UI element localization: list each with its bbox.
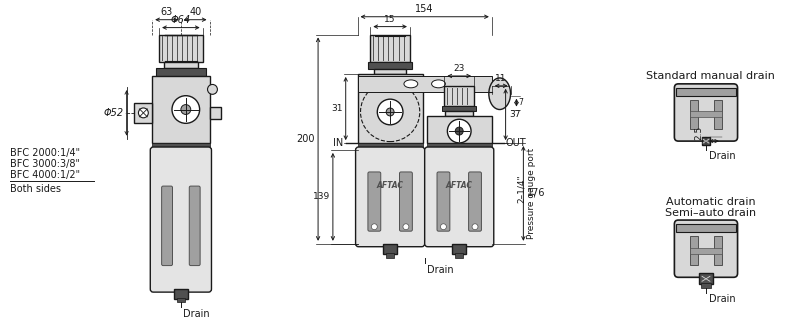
- Text: 176: 176: [527, 189, 546, 199]
- Bar: [455, 253, 463, 258]
- Bar: [702, 137, 710, 145]
- Bar: [426, 117, 492, 143]
- Text: OUT: OUT: [506, 138, 526, 148]
- Text: BFC 2000:1/4": BFC 2000:1/4": [10, 148, 80, 158]
- Circle shape: [181, 105, 190, 115]
- Text: Semi–auto drain: Semi–auto drain: [666, 208, 757, 218]
- Bar: [442, 106, 476, 112]
- Circle shape: [455, 127, 463, 135]
- Bar: [690, 112, 722, 118]
- FancyBboxPatch shape: [674, 220, 738, 277]
- Text: 139: 139: [313, 192, 330, 202]
- Circle shape: [386, 108, 394, 116]
- FancyBboxPatch shape: [425, 147, 494, 247]
- Text: Both sides: Both sides: [10, 185, 61, 195]
- Bar: [159, 35, 202, 62]
- Bar: [134, 103, 152, 123]
- Bar: [714, 236, 722, 266]
- Circle shape: [172, 96, 200, 123]
- Circle shape: [403, 224, 409, 230]
- Bar: [701, 283, 711, 288]
- Text: Drain: Drain: [426, 266, 454, 276]
- Text: Drain: Drain: [183, 309, 210, 319]
- Text: 154: 154: [415, 4, 434, 14]
- FancyBboxPatch shape: [469, 172, 482, 231]
- FancyBboxPatch shape: [437, 172, 450, 231]
- Circle shape: [447, 119, 471, 143]
- Circle shape: [138, 108, 148, 118]
- FancyBboxPatch shape: [162, 186, 173, 266]
- Text: Standard manual drain: Standard manual drain: [646, 71, 775, 81]
- Bar: [152, 143, 210, 150]
- Bar: [426, 143, 492, 150]
- Bar: [210, 107, 222, 119]
- Bar: [386, 253, 394, 258]
- FancyBboxPatch shape: [368, 172, 381, 231]
- Circle shape: [371, 224, 378, 230]
- Circle shape: [378, 99, 403, 125]
- Text: Automatic drain: Automatic drain: [666, 197, 756, 207]
- Circle shape: [207, 84, 218, 94]
- Text: 2–1/4": 2–1/4": [517, 174, 526, 203]
- Bar: [177, 298, 185, 302]
- Bar: [358, 76, 492, 92]
- Text: 40: 40: [189, 7, 202, 17]
- Text: 200: 200: [297, 134, 315, 144]
- FancyBboxPatch shape: [399, 172, 412, 231]
- Bar: [374, 69, 406, 74]
- Text: 31: 31: [331, 104, 342, 113]
- Bar: [358, 143, 422, 150]
- Circle shape: [472, 224, 478, 230]
- Ellipse shape: [489, 78, 510, 110]
- FancyBboxPatch shape: [355, 147, 425, 247]
- Bar: [690, 236, 698, 266]
- Text: 63: 63: [161, 7, 173, 17]
- Text: 23: 23: [454, 64, 465, 73]
- Bar: [690, 248, 722, 254]
- Text: 15: 15: [384, 15, 396, 24]
- Bar: [714, 100, 722, 129]
- Text: BFC 4000:1/2": BFC 4000:1/2": [10, 170, 80, 180]
- Bar: [445, 86, 474, 106]
- Bar: [370, 35, 410, 62]
- Text: 7: 7: [518, 98, 523, 107]
- Bar: [699, 273, 713, 284]
- Bar: [676, 88, 735, 96]
- Text: IN: IN: [334, 138, 344, 148]
- FancyBboxPatch shape: [190, 186, 200, 266]
- Circle shape: [441, 224, 446, 230]
- Bar: [369, 62, 412, 69]
- Text: AFTAC: AFTAC: [377, 181, 404, 190]
- Text: 11: 11: [495, 74, 507, 83]
- Text: Φ52: Φ52: [103, 108, 124, 118]
- Bar: [446, 112, 473, 117]
- Bar: [358, 74, 422, 143]
- Text: Drain: Drain: [709, 294, 735, 304]
- Text: 37: 37: [510, 110, 521, 119]
- Bar: [152, 76, 210, 143]
- Bar: [690, 100, 698, 129]
- FancyBboxPatch shape: [674, 84, 738, 141]
- Text: Pressure gauge port: Pressure gauge port: [526, 148, 536, 239]
- Bar: [452, 244, 466, 254]
- Text: Drain: Drain: [709, 151, 735, 161]
- Bar: [676, 224, 735, 232]
- Bar: [156, 68, 206, 76]
- Text: 2.5: 2.5: [694, 126, 703, 140]
- FancyBboxPatch shape: [150, 147, 211, 292]
- Bar: [174, 289, 188, 299]
- Text: Φ64: Φ64: [171, 15, 191, 25]
- Ellipse shape: [431, 80, 446, 88]
- Bar: [383, 244, 397, 254]
- Text: BFC 3000:3/8": BFC 3000:3/8": [10, 159, 80, 169]
- Text: AFTAC: AFTAC: [446, 181, 473, 190]
- Ellipse shape: [404, 80, 418, 88]
- Bar: [164, 62, 198, 68]
